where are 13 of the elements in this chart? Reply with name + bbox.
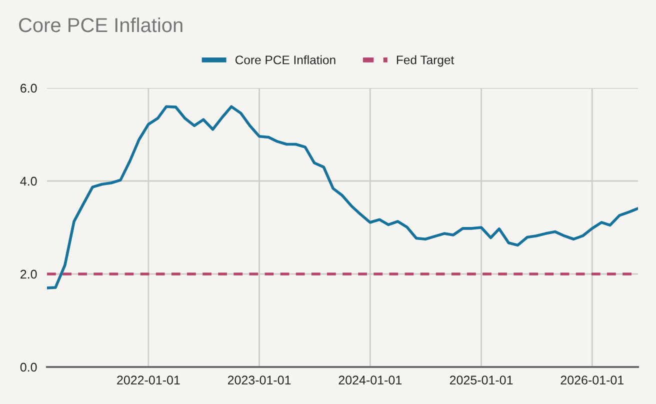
chart-title: Core PCE Inflation — [19, 18, 182, 32]
legend-label: Core PCE Inflation — [235, 55, 336, 64]
x-tick-label: 2025-01-01 — [450, 376, 513, 385]
x-tick-label: 2026-01-01 — [560, 376, 624, 385]
x-tick-label: 2024-01-01 — [338, 376, 402, 385]
x-tick-label: 2022-01-01 — [117, 376, 180, 385]
x-tick-label: 2023-01-01 — [228, 376, 291, 385]
y-tick-label: 4.0 — [20, 176, 37, 186]
line-series — [47, 105, 638, 290]
y-tick-label: 6.0 — [20, 84, 37, 93]
y-tick-label: 2.0 — [20, 270, 37, 279]
legend-label: Fed Target — [396, 55, 454, 67]
y-tick-label: 0.0 — [20, 362, 37, 372]
